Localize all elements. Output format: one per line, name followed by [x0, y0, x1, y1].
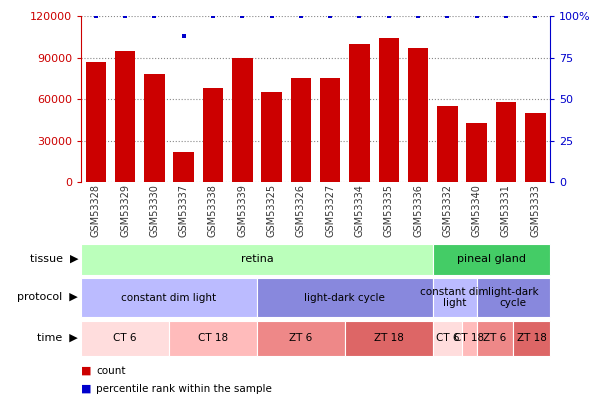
Bar	[81, 278, 257, 317]
Bar	[525, 113, 546, 182]
Text: ZT 6: ZT 6	[289, 333, 313, 343]
Text: ■: ■	[81, 384, 91, 394]
Bar	[81, 321, 169, 356]
Bar	[291, 79, 311, 182]
Text: ZT 18: ZT 18	[374, 333, 404, 343]
Text: ■: ■	[81, 366, 91, 375]
Bar	[345, 321, 433, 356]
Bar	[349, 44, 370, 182]
Text: light-dark
cycle: light-dark cycle	[488, 287, 538, 309]
Text: percentile rank within the sample: percentile rank within the sample	[96, 384, 272, 394]
Text: CT 18: CT 18	[454, 333, 484, 343]
Bar	[85, 62, 106, 182]
Bar	[433, 278, 477, 317]
Bar	[496, 102, 516, 182]
Bar	[257, 321, 345, 356]
Bar	[433, 244, 550, 275]
Text: ZT 18: ZT 18	[517, 333, 546, 343]
Text: count: count	[96, 366, 126, 375]
Bar	[433, 321, 462, 356]
Text: CT 18: CT 18	[198, 333, 228, 343]
Bar	[257, 278, 433, 317]
Bar	[115, 51, 135, 182]
Bar	[477, 278, 550, 317]
Text: ZT 6: ZT 6	[483, 333, 507, 343]
Bar	[261, 92, 282, 182]
Bar	[513, 321, 550, 356]
Text: CT 6: CT 6	[114, 333, 137, 343]
Bar	[232, 58, 252, 182]
Bar	[477, 321, 513, 356]
Bar	[320, 79, 340, 182]
Text: constant dim
light: constant dim light	[421, 287, 489, 309]
Text: light-dark cycle: light-dark cycle	[304, 293, 385, 303]
Text: tissue  ▶: tissue ▶	[29, 253, 78, 263]
Text: pineal gland: pineal gland	[457, 254, 526, 264]
Bar	[379, 38, 399, 182]
Text: protocol  ▶: protocol ▶	[17, 292, 78, 302]
Bar	[462, 321, 477, 356]
Bar	[466, 123, 487, 182]
Bar	[81, 244, 433, 275]
Bar	[437, 106, 457, 182]
Bar	[174, 152, 194, 182]
Bar	[144, 75, 165, 182]
Bar	[169, 321, 257, 356]
Text: retina: retina	[240, 254, 273, 264]
Text: CT 6: CT 6	[436, 333, 459, 343]
Bar	[203, 88, 223, 182]
Bar	[408, 48, 429, 182]
Text: constant dim light: constant dim light	[121, 293, 216, 303]
Text: time  ▶: time ▶	[37, 332, 78, 342]
